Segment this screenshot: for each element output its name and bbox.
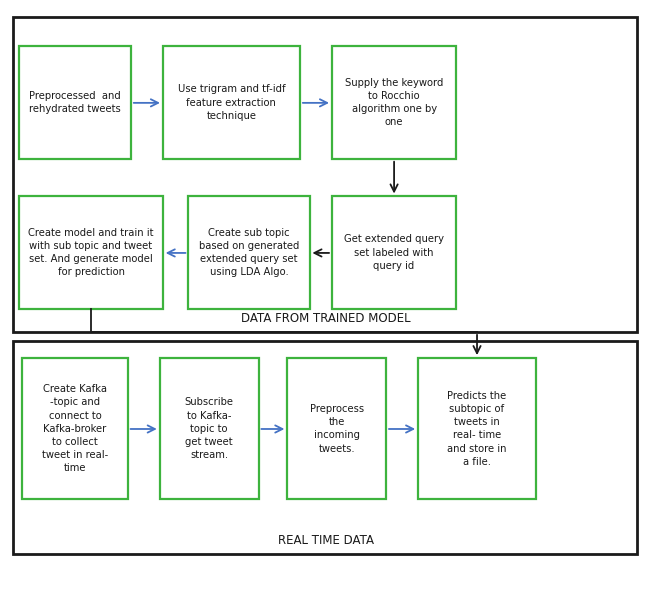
FancyBboxPatch shape — [418, 358, 536, 499]
FancyBboxPatch shape — [332, 196, 456, 309]
FancyBboxPatch shape — [22, 358, 128, 499]
FancyBboxPatch shape — [13, 18, 637, 332]
FancyBboxPatch shape — [13, 340, 637, 554]
Text: Create sub topic
based on generated
extended query set
using LDA Algo.: Create sub topic based on generated exte… — [199, 228, 299, 277]
Text: REAL TIME DATA: REAL TIME DATA — [277, 534, 374, 547]
Text: Supply the keyword
to Rocchio
algorithm one by
one: Supply the keyword to Rocchio algorithm … — [345, 78, 443, 127]
Text: Create Kafka
-topic and
connect to
Kafka-broker
to collect
tweet in real-
time: Create Kafka -topic and connect to Kafka… — [42, 384, 108, 474]
Text: Preprocessed  and
rehydrated tweets: Preprocessed and rehydrated tweets — [29, 91, 121, 114]
Text: Subscribe
to Kafka-
topic to
get tweet
stream.: Subscribe to Kafka- topic to get tweet s… — [185, 398, 234, 460]
FancyBboxPatch shape — [159, 358, 258, 499]
FancyBboxPatch shape — [20, 47, 131, 159]
Text: Get extended query
set labeled with
query id: Get extended query set labeled with quer… — [344, 234, 444, 271]
FancyBboxPatch shape — [188, 196, 310, 309]
FancyBboxPatch shape — [332, 47, 456, 159]
FancyBboxPatch shape — [20, 196, 163, 309]
FancyBboxPatch shape — [287, 358, 386, 499]
Text: Create model and train it
with sub topic and tweet
set. And generate model
for p: Create model and train it with sub topic… — [28, 228, 154, 277]
Text: DATA FROM TRAINED MODEL: DATA FROM TRAINED MODEL — [241, 312, 410, 325]
FancyBboxPatch shape — [163, 47, 300, 159]
Text: Preprocess
the
incoming
tweets.: Preprocess the incoming tweets. — [310, 404, 364, 454]
Text: Predicts the
subtopic of
tweets in
real- time
and store in
a file.: Predicts the subtopic of tweets in real-… — [447, 391, 506, 466]
Text: Use trigram and tf-idf
feature extraction
technique: Use trigram and tf-idf feature extractio… — [178, 84, 285, 121]
